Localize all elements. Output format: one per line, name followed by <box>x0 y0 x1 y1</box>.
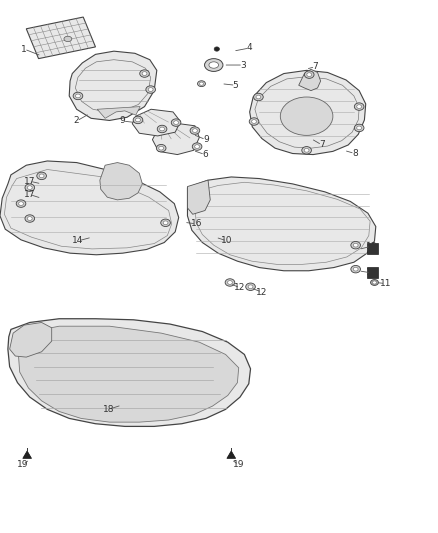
Text: 12: 12 <box>256 288 268 296</box>
Ellipse shape <box>156 144 166 152</box>
Ellipse shape <box>73 92 83 100</box>
Text: 2: 2 <box>74 117 79 125</box>
Text: 4: 4 <box>247 44 252 52</box>
Ellipse shape <box>254 93 263 101</box>
Text: 9: 9 <box>203 135 209 144</box>
Text: 7: 7 <box>312 62 318 71</box>
Ellipse shape <box>205 59 223 71</box>
Ellipse shape <box>194 144 199 148</box>
Polygon shape <box>187 177 376 271</box>
Text: 7: 7 <box>319 141 325 149</box>
Text: 13: 13 <box>366 269 377 277</box>
Polygon shape <box>8 319 251 426</box>
Polygon shape <box>69 51 157 120</box>
Text: 19: 19 <box>17 461 28 469</box>
Ellipse shape <box>193 128 197 132</box>
Text: 11: 11 <box>380 279 391 288</box>
Ellipse shape <box>163 221 168 225</box>
Text: 8: 8 <box>352 149 358 158</box>
Polygon shape <box>97 107 140 118</box>
Polygon shape <box>10 322 52 357</box>
Ellipse shape <box>64 36 72 42</box>
Ellipse shape <box>190 127 200 134</box>
Ellipse shape <box>302 147 311 154</box>
Ellipse shape <box>142 72 147 76</box>
Ellipse shape <box>148 87 153 92</box>
Text: 17: 17 <box>24 177 35 185</box>
Ellipse shape <box>159 127 164 131</box>
Text: 17: 17 <box>24 190 35 199</box>
Ellipse shape <box>371 279 378 286</box>
Ellipse shape <box>354 103 364 110</box>
FancyBboxPatch shape <box>367 267 378 278</box>
Text: 3: 3 <box>240 61 246 69</box>
Polygon shape <box>250 70 366 155</box>
Polygon shape <box>227 451 236 458</box>
Ellipse shape <box>25 184 35 191</box>
FancyBboxPatch shape <box>367 243 378 254</box>
Ellipse shape <box>209 62 219 68</box>
Ellipse shape <box>372 281 376 284</box>
Ellipse shape <box>228 280 233 285</box>
Ellipse shape <box>256 95 261 99</box>
Text: 12: 12 <box>234 284 246 292</box>
Ellipse shape <box>159 147 163 150</box>
Ellipse shape <box>27 186 32 189</box>
Text: 1: 1 <box>21 45 27 53</box>
Ellipse shape <box>304 71 314 78</box>
Ellipse shape <box>351 265 360 273</box>
Ellipse shape <box>246 283 255 290</box>
Ellipse shape <box>249 118 259 125</box>
Text: 6: 6 <box>202 150 208 159</box>
Ellipse shape <box>214 47 219 51</box>
Text: 19: 19 <box>233 461 244 469</box>
Text: 18: 18 <box>103 405 114 414</box>
Ellipse shape <box>27 217 32 221</box>
Ellipse shape <box>161 219 170 227</box>
Polygon shape <box>132 109 180 136</box>
Polygon shape <box>152 123 199 155</box>
Ellipse shape <box>140 70 149 77</box>
Ellipse shape <box>37 172 46 180</box>
Polygon shape <box>100 163 142 200</box>
Ellipse shape <box>133 116 143 124</box>
Ellipse shape <box>146 86 155 93</box>
Ellipse shape <box>39 174 44 178</box>
Polygon shape <box>18 326 239 422</box>
Polygon shape <box>23 451 32 458</box>
Ellipse shape <box>198 80 205 87</box>
Text: 14: 14 <box>72 237 84 245</box>
Ellipse shape <box>192 143 202 150</box>
Polygon shape <box>26 17 95 59</box>
Ellipse shape <box>251 120 257 124</box>
Ellipse shape <box>18 201 24 205</box>
Text: 10: 10 <box>221 237 233 245</box>
Text: 16: 16 <box>191 220 202 228</box>
Ellipse shape <box>357 126 361 130</box>
Ellipse shape <box>157 125 167 133</box>
Ellipse shape <box>280 97 333 135</box>
Ellipse shape <box>171 119 181 126</box>
Text: 13: 13 <box>366 242 377 251</box>
Text: 5: 5 <box>233 81 239 90</box>
Text: 9: 9 <box>120 117 126 125</box>
Ellipse shape <box>307 73 311 76</box>
Ellipse shape <box>200 82 203 85</box>
Polygon shape <box>0 161 179 255</box>
Ellipse shape <box>248 285 253 289</box>
Ellipse shape <box>16 200 26 207</box>
Ellipse shape <box>173 120 179 124</box>
Polygon shape <box>299 69 321 91</box>
Ellipse shape <box>354 124 364 132</box>
Polygon shape <box>187 180 210 214</box>
Ellipse shape <box>353 268 358 271</box>
Ellipse shape <box>304 149 309 152</box>
Ellipse shape <box>25 215 35 222</box>
Ellipse shape <box>75 94 81 98</box>
Ellipse shape <box>357 104 361 108</box>
Ellipse shape <box>353 243 358 247</box>
Ellipse shape <box>351 241 360 249</box>
Ellipse shape <box>136 118 140 122</box>
Ellipse shape <box>225 279 235 286</box>
